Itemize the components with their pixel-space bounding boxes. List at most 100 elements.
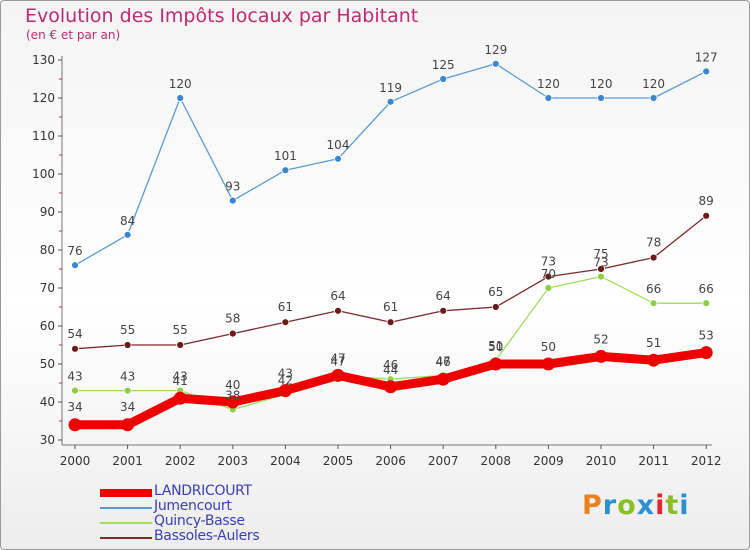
data-point-landricourt <box>226 395 240 409</box>
y-tick-label: 80 <box>40 243 55 257</box>
data-point-jumencourt <box>597 94 605 102</box>
data-label-bassoles-aulers: 78 <box>646 236 661 250</box>
data-label-landricourt: 44 <box>383 363 398 377</box>
y-tick-label: 120 <box>32 91 55 105</box>
data-label-jumencourt: 104 <box>327 138 350 152</box>
data-point-landricourt <box>121 418 135 432</box>
data-label-bassoles-aulers: 61 <box>278 300 293 314</box>
proxiti-logo: Proxiti <box>582 490 690 521</box>
data-point-landricourt <box>489 357 503 371</box>
data-point-landricourt <box>173 391 187 405</box>
data-label-bassoles-aulers: 55 <box>120 323 135 337</box>
data-label-quincy-basse: 73 <box>593 256 608 270</box>
legend-label: LANDRICOURT <box>154 483 252 499</box>
data-label-quincy-basse: 43 <box>120 370 135 384</box>
data-point-quincy-basse <box>544 284 553 292</box>
data-point-bassoles-aulers <box>123 341 132 349</box>
data-label-quincy-basse: 43 <box>67 370 82 384</box>
data-label-quincy-basse: 42 <box>278 373 293 387</box>
data-point-bassoles-aulers <box>597 265 605 273</box>
data-label-landricourt: 40 <box>225 378 240 392</box>
data-label-bassoles-aulers: 55 <box>173 323 188 337</box>
data-label-bassoles-aulers: 65 <box>488 285 503 299</box>
data-point-jumencourt <box>386 97 395 106</box>
data-point-jumencourt <box>123 230 132 239</box>
data-point-bassoles-aulers <box>176 341 185 349</box>
data-label-jumencourt: 127 <box>695 50 718 64</box>
data-point-jumencourt <box>334 154 342 163</box>
data-point-jumencourt <box>71 261 79 270</box>
y-tick-label: 130 <box>32 53 55 67</box>
data-point-bassoles-aulers <box>386 318 395 327</box>
data-label-quincy-basse: 70 <box>541 267 556 281</box>
data-point-landricourt <box>541 357 555 371</box>
data-label-quincy-basse: 47 <box>436 354 451 368</box>
data-point-quincy-basse <box>123 386 132 395</box>
data-label-jumencourt: 125 <box>432 58 455 72</box>
legend-swatch <box>100 522 152 524</box>
y-tick-label: 70 <box>40 281 55 295</box>
legend-label: Quincy-Basse <box>154 513 245 529</box>
data-label-jumencourt: 120 <box>642 77 665 91</box>
data-label-bassoles-aulers: 58 <box>225 312 240 326</box>
data-point-landricourt <box>436 372 450 386</box>
y-tick-label: 90 <box>40 205 55 219</box>
data-point-landricourt <box>68 418 82 432</box>
x-tick-label: 2011 <box>638 454 669 468</box>
x-tick-label: 2000 <box>60 454 91 468</box>
logo-letter: i <box>679 490 690 521</box>
data-label-landricourt: 52 <box>593 332 608 346</box>
logo-letter: x <box>636 490 656 521</box>
data-label-landricourt: 43 <box>278 367 293 381</box>
data-point-bassoles-aulers <box>439 306 448 315</box>
x-tick-label: 2003 <box>218 454 249 468</box>
data-label-jumencourt: 119 <box>379 81 402 95</box>
data-label-jumencourt: 84 <box>120 214 135 228</box>
data-label-landricourt: 47 <box>330 351 345 365</box>
data-point-jumencourt <box>228 196 237 205</box>
y-tick-label: 110 <box>32 129 55 143</box>
x-tick-label: 2002 <box>165 454 196 468</box>
logo-letter: r <box>602 490 618 521</box>
data-point-bassoles-aulers <box>544 272 553 281</box>
x-tick-label: 2001 <box>112 454 143 468</box>
data-label-landricourt: 51 <box>646 336 661 350</box>
data-label-quincy-basse: 38 <box>225 389 240 403</box>
data-label-bassoles-aulers: 54 <box>67 327 82 341</box>
chart-title: Evolution des Impôts locaux par Habitant <box>25 5 419 27</box>
data-label-jumencourt: 93 <box>225 180 240 194</box>
data-label-bassoles-aulers: 89 <box>699 194 714 208</box>
data-label-jumencourt: 120 <box>537 77 560 91</box>
y-tick-label: 100 <box>32 167 55 181</box>
data-point-jumencourt <box>702 67 711 76</box>
logo-letter: o <box>617 490 637 521</box>
data-point-quincy-basse <box>649 299 658 308</box>
data-point-landricourt <box>331 368 345 382</box>
data-point-jumencourt <box>491 59 500 68</box>
data-label-bassoles-aulers: 64 <box>330 289 345 303</box>
data-label-quincy-basse: 51 <box>488 339 503 353</box>
data-label-jumencourt: 76 <box>67 244 82 258</box>
data-point-landricourt <box>384 380 398 394</box>
data-point-bassoles-aulers <box>281 318 290 327</box>
y-tick-label: 50 <box>40 357 55 371</box>
data-point-landricourt <box>647 353 661 367</box>
data-label-jumencourt: 129 <box>484 43 507 57</box>
data-label-quincy-basse: 66 <box>699 282 714 296</box>
data-label-landricourt: 46 <box>436 355 451 369</box>
data-label-jumencourt: 101 <box>274 149 297 163</box>
data-point-bassoles-aulers <box>334 306 342 315</box>
data-label-bassoles-aulers: 61 <box>383 300 398 314</box>
data-label-quincy-basse: 47 <box>330 354 345 368</box>
x-tick-label: 2008 <box>481 454 512 468</box>
data-point-landricourt <box>594 349 608 363</box>
data-label-quincy-basse: 66 <box>646 282 661 296</box>
data-point-bassoles-aulers <box>71 344 79 353</box>
legend-label: Jumencourt <box>154 498 232 514</box>
legend-swatch <box>100 507 152 509</box>
x-tick-label: 2006 <box>375 454 406 468</box>
data-label-landricourt: 34 <box>120 400 135 414</box>
data-label-jumencourt: 120 <box>169 77 192 91</box>
